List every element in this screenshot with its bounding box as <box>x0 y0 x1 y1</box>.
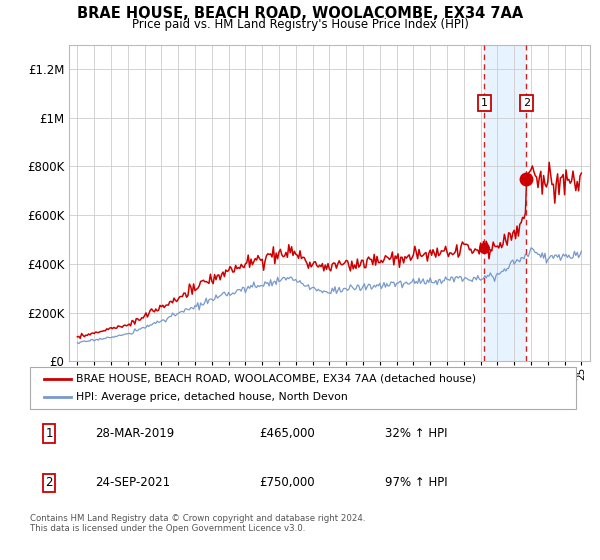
Text: 32% ↑ HPI: 32% ↑ HPI <box>385 427 448 440</box>
Text: 28-MAR-2019: 28-MAR-2019 <box>95 427 175 440</box>
Text: 1: 1 <box>481 98 488 108</box>
Text: 24-SEP-2021: 24-SEP-2021 <box>95 477 170 489</box>
Text: Contains HM Land Registry data © Crown copyright and database right 2024.
This d: Contains HM Land Registry data © Crown c… <box>30 514 365 534</box>
Text: BRAE HOUSE, BEACH ROAD, WOOLACOMBE, EX34 7AA: BRAE HOUSE, BEACH ROAD, WOOLACOMBE, EX34… <box>77 6 523 21</box>
Text: £750,000: £750,000 <box>259 477 315 489</box>
Text: £465,000: £465,000 <box>259 427 315 440</box>
Text: Price paid vs. HM Land Registry's House Price Index (HPI): Price paid vs. HM Land Registry's House … <box>131 18 469 31</box>
Text: 97% ↑ HPI: 97% ↑ HPI <box>385 477 448 489</box>
Text: HPI: Average price, detached house, North Devon: HPI: Average price, detached house, Nort… <box>76 392 348 402</box>
Bar <box>484 45 526 361</box>
Text: 2: 2 <box>46 477 53 489</box>
Text: 1: 1 <box>46 427 53 440</box>
Text: BRAE HOUSE, BEACH ROAD, WOOLACOMBE, EX34 7AA (detached house): BRAE HOUSE, BEACH ROAD, WOOLACOMBE, EX34… <box>76 374 476 384</box>
Text: 2: 2 <box>523 98 530 108</box>
